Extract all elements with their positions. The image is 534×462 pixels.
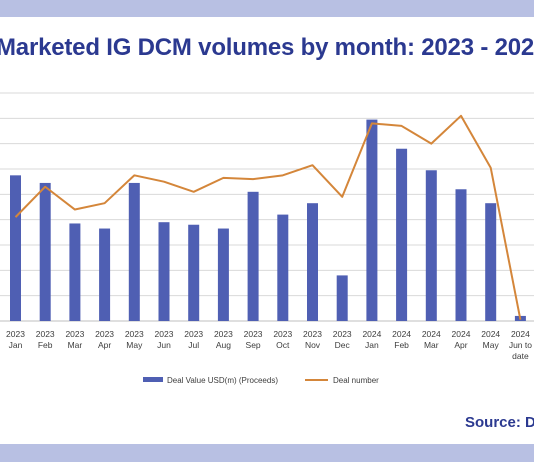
bar [455,189,467,321]
x-tick-label: 2023 Jun [155,329,174,350]
bar [247,191,259,321]
legend: Deal Value USD(m) (Proceeds) Deal number [143,376,379,385]
chart-title: Marketed IG DCM volumes by month: 2023 -… [0,34,534,61]
x-tick-label: 2023 Apr [95,329,114,350]
x-tick-label: 2024 May [481,329,500,350]
bar [425,170,437,321]
x-tick-label: 2024 Jun to date [509,329,532,361]
bar [396,148,408,321]
legend-label-bar: Deal Value USD(m) (Proceeds) [167,376,278,385]
x-tick-label: 2024 Mar [422,329,441,350]
bar-series [10,119,526,321]
series-line [14,114,522,320]
legend-label-line: Deal number [333,376,379,385]
x-tick-label: 2024 Apr [452,329,471,350]
x-tick-label: 2023 Aug [214,329,233,350]
x-tick-label: 2023 Oct [273,329,292,350]
x-tick-label: 2023 Sep [244,329,263,350]
bar [10,175,21,321]
bar [128,182,140,321]
x-tick-labels: 2023 Jan 2023 Feb 2023 Mar 2023 Apr 2023 May 2023 J… [6,329,532,361]
bar [69,223,81,321]
x-tick-label: 2023 Nov [303,329,322,350]
bar [39,182,51,321]
legend-swatch-bar [143,377,163,382]
line-series [14,114,522,320]
bar [366,119,378,321]
bottom-band [0,444,534,462]
x-tick-label: 2023 Jan [6,329,25,350]
x-tick-label: 2023 Mar [65,329,84,350]
top-band [0,0,534,17]
x-tick-label: 2024 Jan [362,329,381,350]
x-tick-label: 2023 Jul [184,329,203,350]
bar [277,214,289,321]
x-tick-label: 2023 Feb [36,329,55,350]
x-tick-label: 2024 Feb [392,329,411,350]
bar [99,228,111,321]
bar [336,275,348,321]
x-tick-label: 2023 May [125,329,144,350]
bar [485,203,497,321]
bar [307,203,318,321]
bar [188,224,200,321]
x-tick-label: 2023 Dec [333,329,352,350]
bar [217,228,229,321]
gridlines [0,92,534,322]
bar [158,222,170,321]
source-note: Source: De [465,414,534,431]
